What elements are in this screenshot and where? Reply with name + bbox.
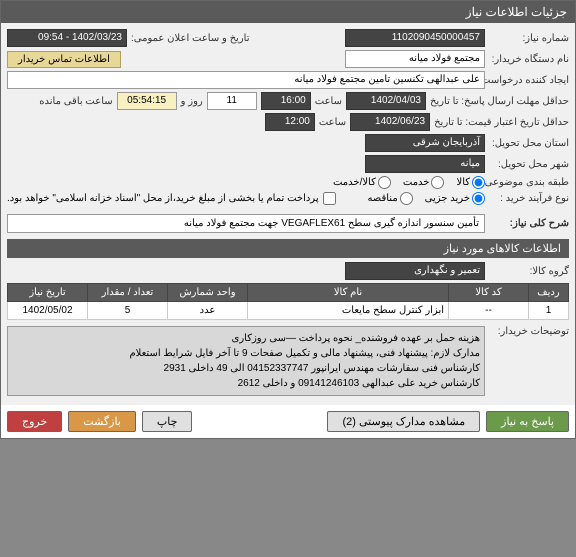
cell-0-5: 1402/05/02	[8, 302, 88, 320]
print-button[interactable]: چاپ	[142, 411, 193, 432]
announce-label: تاریخ و ساعت اعلان عمومی:	[131, 33, 250, 44]
deadline-time-label: ساعت	[315, 96, 342, 107]
buyer-note-line-1: مدارک لازم: پیشنهاد فنی، پیشنهاد مالی و …	[12, 346, 480, 361]
footer-buttons: پاسخ به نیاز مشاهده مدارک پیوستی (2) چاپ…	[1, 405, 575, 438]
budget-opt-2[interactable]: کالا/خدمت	[333, 176, 391, 189]
budget-opt-0[interactable]: کالا	[456, 176, 485, 189]
buyer-note-line-3: کارشناس خرید علی عبدالهی 09141246103 و د…	[12, 376, 480, 391]
deadline-hours-label: ساعت باقی مانده	[39, 96, 112, 107]
budget-opt-1[interactable]: خدمت	[403, 176, 445, 189]
province-label: استان محل تحویل:	[489, 138, 569, 149]
req-no-value: 1102090450000457	[345, 29, 485, 47]
buyer-note-line-2: کارشناس فنی سفارشات مهندس ایرانپور 04152…	[12, 361, 480, 376]
reply-button[interactable]: پاسخ به نیاز	[486, 411, 569, 432]
deadline-hours: 05:54:15	[117, 92, 177, 110]
summary-label: شرح کلی نیاز:	[489, 218, 569, 229]
req-no-label: شماره نیاز:	[489, 33, 569, 44]
exit-button[interactable]: خروج	[7, 411, 62, 432]
validity-label: حداقل تاریخ اعتبار قیمت: تا تاریخ	[434, 117, 569, 128]
province-value: آذربایجان شرقی	[365, 134, 485, 152]
purchase-type-label: نوع فرآیند خرید :	[489, 193, 569, 204]
announce-value: 1402/03/23 - 09:54	[7, 29, 127, 47]
payment-checkbox[interactable]	[323, 192, 336, 205]
purchase-opt-1[interactable]: مناقصه	[367, 192, 412, 205]
payment-note-text: پرداخت تمام یا بخشی از مبلغ خرید،از محل …	[7, 193, 319, 204]
deadline-days: 11	[207, 92, 257, 110]
city-value: میانه	[365, 155, 485, 173]
deadline-time: 16:00	[261, 92, 311, 110]
cell-0-3: عدد	[168, 302, 248, 320]
purchase-type-group: خرید جزیی مناقصه	[367, 192, 485, 205]
buyer-note-line-0: هزینه حمل بر عهده فروشنده_ نحوه پرداخت —…	[12, 331, 480, 346]
buyer-notes-label: توضیحات خریدار:	[489, 326, 569, 337]
creator-label: ایجاد کننده درخواست:	[489, 75, 569, 86]
validity-date: 1402/06/23	[350, 113, 430, 131]
buyer-org-value: مجتمع فولاد میانه	[345, 50, 485, 68]
col-2: نام کالا	[248, 284, 449, 302]
validity-time-label: ساعت	[319, 117, 346, 128]
items-section-header: اطلاعات کالاهای مورد نیاز	[7, 239, 569, 258]
summary-value: تأمین سنسور اندازه گیری سطح VEGAFLEX61 ج…	[7, 214, 485, 233]
col-3: واحد شمارش	[168, 284, 248, 302]
budget-class-group: کالا خدمت کالا/خدمت	[333, 176, 485, 189]
cell-0-1: --	[449, 302, 529, 320]
purchase-opt-0[interactable]: خرید جزیی	[425, 192, 485, 205]
contact-info-button[interactable]: اطلاعات تماس خریدار	[7, 51, 121, 68]
content-area: شماره نیاز: 1102090450000457 تاریخ و ساع…	[1, 23, 575, 405]
budget-class-label: طبقه بندی موضوعی:	[489, 177, 569, 188]
items-table: ردیف کد کالا نام کالا واحد شمارش تعداد /…	[7, 283, 569, 320]
back-button[interactable]: بازگشت	[68, 411, 136, 432]
buyer-org-label: نام دستگاه خریدار:	[489, 54, 569, 65]
col-5: تاریخ نیاز	[8, 284, 88, 302]
col-0: ردیف	[529, 284, 569, 302]
validity-time: 12:00	[265, 113, 315, 131]
payment-note-row: پرداخت تمام یا بخشی از مبلغ خرید،از محل …	[7, 192, 336, 205]
city-label: شهر محل تحویل:	[489, 159, 569, 170]
col-4: تعداد / مقدار	[88, 284, 168, 302]
cell-0-0: 1	[529, 302, 569, 320]
deadline-date: 1402/04/03	[346, 92, 426, 110]
creator-value: علی عبدالهی تکنسین تامین مجتمع فولاد میا…	[7, 71, 485, 89]
cell-0-4: 5	[88, 302, 168, 320]
attachments-button[interactable]: مشاهده مدارک پیوستی (2)	[327, 411, 480, 432]
col-1: کد کالا	[449, 284, 529, 302]
group-label: گروه کالا:	[489, 266, 569, 277]
group-value: تعمیر و نگهداری	[345, 262, 485, 280]
deadline-days-label: روز و	[181, 96, 203, 107]
deadline-label: حداقل مهلت ارسال پاسخ: تا تاریخ	[430, 96, 569, 107]
buyer-notes-box: هزینه حمل بر عهده فروشنده_ نحوه پرداخت —…	[7, 326, 485, 396]
main-window: جزئیات اطلاعات نیاز شماره نیاز: 11020904…	[0, 0, 576, 439]
cell-0-2: ابزار کنترل سطح مایعات	[248, 302, 449, 320]
table-header-row: ردیف کد کالا نام کالا واحد شمارش تعداد /…	[8, 284, 569, 302]
table-row[interactable]: 1 -- ابزار کنترل سطح مایعات عدد 5 1402/0…	[8, 302, 569, 320]
window-title: جزئیات اطلاعات نیاز	[1, 1, 575, 23]
